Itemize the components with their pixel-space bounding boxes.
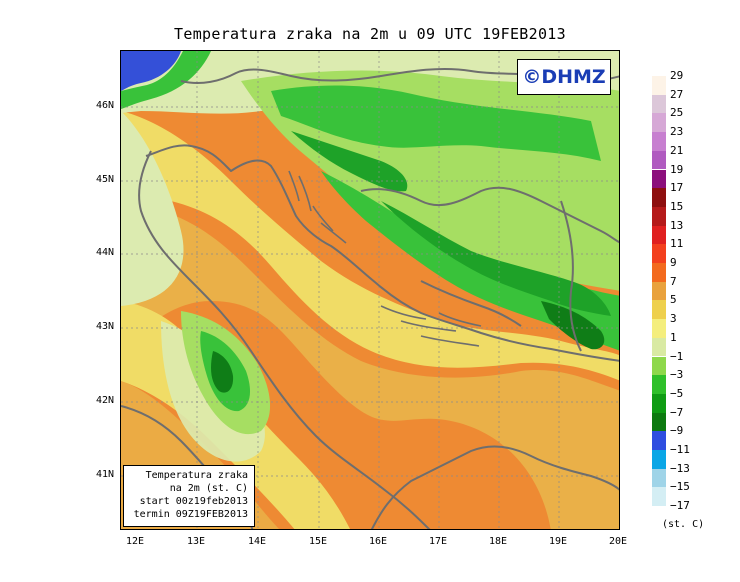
legend-label: 3	[670, 312, 677, 326]
alpine-cold-rim	[121, 51, 211, 109]
legend-label: 15	[670, 199, 684, 213]
graticule	[121, 51, 619, 529]
legend-label: −17	[670, 499, 690, 513]
legend-swatch	[652, 206, 666, 226]
legend-swatch	[652, 169, 666, 189]
legend-swatch	[652, 375, 666, 394]
map-title: Temperatura zraka na 2m u 09 UTC 19FEB20…	[174, 25, 566, 43]
lat-label-46n: 46N	[95, 100, 114, 111]
lon-label-14e: 14E	[247, 536, 267, 547]
legend-swatch	[652, 487, 666, 507]
legend-label: 5	[670, 293, 677, 307]
legend-swatch	[652, 113, 666, 133]
legend-swatch	[652, 244, 666, 263]
legend-label: 29	[670, 69, 684, 82]
legend-label: 23	[670, 125, 684, 139]
legend-swatch	[652, 263, 666, 282]
land-colder-green	[381, 201, 611, 316]
dhmz-credit-label: ©DHMZ	[517, 59, 611, 95]
legend-label: −5	[670, 386, 684, 400]
land-cold-green	[271, 85, 601, 161]
legend-swatch	[652, 506, 666, 525]
legend-swatch	[652, 132, 666, 151]
legend-label: 21	[670, 143, 684, 157]
legend-swatch	[652, 319, 666, 338]
legend-swatch	[652, 225, 666, 245]
legend-label: 27	[670, 87, 684, 101]
lon-label-19e: 19E	[548, 536, 568, 547]
legend-swatch	[652, 412, 666, 432]
lat-label-43n: 43N	[95, 321, 114, 332]
legend-label: 17	[670, 181, 684, 195]
legend-label: −3	[670, 368, 684, 382]
legend-label: 7	[670, 274, 677, 288]
legend-label: −7	[670, 405, 684, 419]
legend-label: 9	[670, 256, 677, 269]
lat-label-45n: 45N	[95, 174, 114, 185]
lon-label-20e: 20E	[608, 536, 628, 547]
legend-label: 11	[670, 237, 684, 251]
legend-swatch	[652, 431, 666, 450]
legend-swatch	[652, 468, 666, 488]
legend-swatch	[652, 188, 666, 207]
legend-label: 1	[670, 330, 677, 344]
lon-label-17e: 17E	[428, 536, 448, 547]
legend-label: 13	[670, 218, 684, 232]
legend-label: −9	[670, 424, 684, 438]
legend-swatch	[652, 94, 666, 114]
lon-label-16e: 16E	[368, 536, 388, 547]
alpine-very-cold	[121, 51, 181, 91]
legend-swatch	[652, 300, 666, 320]
legend-swatch	[652, 393, 666, 413]
lat-label-44n: 44N	[95, 247, 114, 258]
info-line-level-unit: na 2m (st. C)	[169, 483, 248, 494]
land-coldest-italy	[211, 351, 234, 393]
map-info-box: Temperatura zraka na 2m (st. C) start 00…	[123, 465, 255, 527]
legend-label: −11	[670, 443, 690, 456]
sea-field-mild	[121, 201, 619, 529]
info-line-field: Temperatura zraka	[145, 470, 248, 481]
lon-label-15e: 15E	[308, 536, 328, 547]
legend-label: 25	[670, 106, 684, 120]
legend-swatch	[652, 281, 666, 301]
lon-label-13e: 13E	[186, 536, 206, 547]
islands	[288, 170, 482, 347]
legend-swatch	[652, 337, 666, 357]
legend-label: −15	[670, 480, 690, 494]
lat-label-42n: 42N	[95, 395, 114, 406]
legend-label: −13	[670, 461, 690, 475]
legend-swatch	[652, 150, 666, 170]
legend-swatch	[652, 450, 666, 469]
temperature-map: ©DHMZ Temperatura zraka na 2m (st. C) st…	[120, 50, 620, 530]
lon-label-12e: 12E	[125, 536, 145, 547]
info-line-start: start 00z19feb2013	[139, 496, 248, 507]
legend-swatch	[652, 76, 666, 95]
lon-label-18e: 18E	[488, 536, 508, 547]
legend-swatch	[652, 356, 666, 376]
lat-label-41n: 41N	[95, 469, 114, 480]
legend-label: 19	[670, 162, 684, 176]
info-line-valid-time: termin 09Z19FEB2013	[133, 509, 248, 520]
land-colder-green-north	[291, 131, 408, 192]
legend-unit: (st. C)	[662, 519, 705, 530]
legend-label: −1	[670, 349, 684, 363]
temperature-field	[121, 51, 619, 529]
